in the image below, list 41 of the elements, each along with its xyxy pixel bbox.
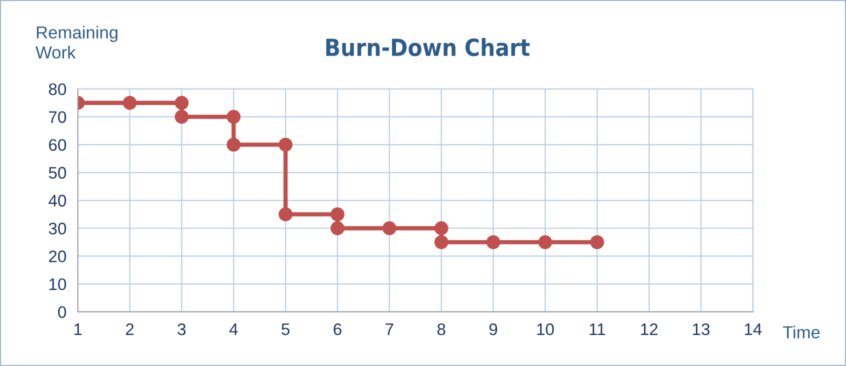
point	[434, 235, 448, 250]
point	[486, 235, 500, 250]
x-tick-label: 2	[126, 323, 134, 336]
x-tick-label: 13	[693, 323, 710, 336]
y-tick-label: 50	[48, 166, 66, 179]
x-tick-label: 10	[537, 323, 554, 336]
x-tick-label: 4	[229, 324, 238, 336]
x-tick-label: 5	[282, 324, 290, 336]
y-tick-label: 60	[49, 139, 66, 151]
x-tick-label: 9	[489, 323, 498, 336]
x-tick-label: 14	[744, 324, 762, 336]
point	[538, 235, 552, 250]
point	[330, 221, 344, 236]
point	[330, 207, 344, 222]
point	[278, 138, 292, 152]
y-tick-label: 10	[49, 278, 66, 290]
x-tick-label: 11	[590, 324, 605, 336]
point	[174, 110, 189, 124]
x-tick-label: 3	[178, 323, 186, 336]
y-tick-label: 20	[49, 250, 66, 262]
y-tick-label: 70	[49, 111, 66, 124]
x-tick-label: 6	[334, 323, 342, 336]
point	[278, 207, 292, 222]
y-tick-label: 0	[58, 306, 66, 318]
point	[226, 110, 241, 124]
y-tick-label: 40	[48, 194, 66, 207]
point	[122, 96, 137, 110]
chart-title: Burn-Down Chart	[326, 38, 530, 56]
point	[226, 138, 241, 152]
x-axis-title: Time	[782, 326, 820, 338]
point	[434, 221, 448, 236]
x-tick-label: 7	[386, 324, 394, 336]
y-tick-label: 30	[48, 222, 66, 234]
point	[174, 96, 189, 110]
y-axis-title: Remaining Work	[36, 26, 118, 59]
x-tick-label: 1	[74, 324, 82, 336]
point	[590, 235, 604, 250]
x-tick-label: 12	[641, 323, 658, 336]
x-tick-label: 8	[437, 323, 446, 336]
point	[382, 221, 396, 236]
y-tick-label: 80	[48, 83, 66, 96]
